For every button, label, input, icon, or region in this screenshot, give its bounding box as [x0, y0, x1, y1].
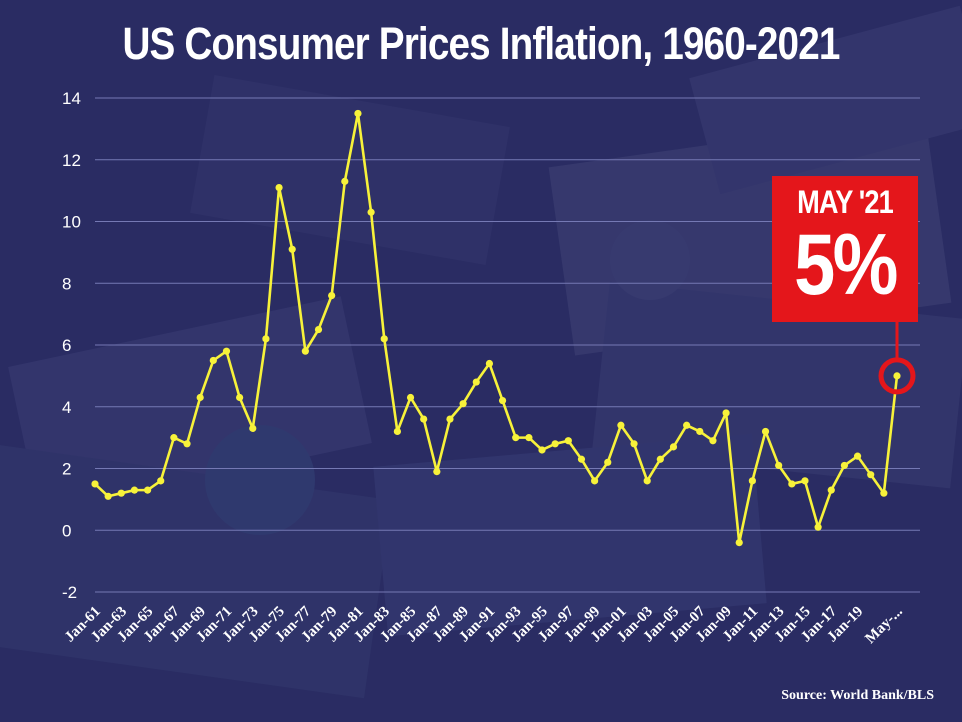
- data-point: [538, 446, 546, 454]
- data-point: [525, 434, 533, 442]
- data-point: [696, 427, 704, 436]
- inflation-line: [94, 112, 899, 544]
- callout-ring: [878, 357, 916, 395]
- data-point: [472, 378, 480, 386]
- latest-value-callout: MAY '21 5%: [772, 176, 918, 322]
- data-point: [130, 486, 139, 494]
- data-point: [669, 443, 678, 451]
- data-point: [683, 421, 691, 429]
- data-point: [564, 437, 572, 445]
- data-point: [735, 539, 743, 547]
- data-point: [801, 477, 809, 485]
- data-point: [275, 183, 283, 192]
- y-tick-label: 8: [62, 274, 71, 293]
- source-note: Source: World Bank/BLS: [781, 688, 934, 703]
- data-point: [104, 492, 112, 500]
- data-point: [380, 335, 388, 343]
- gridlines: [95, 97, 920, 593]
- data-point: [288, 245, 296, 253]
- data-point: [761, 427, 770, 436]
- data-point: [788, 480, 796, 488]
- data-point: [170, 434, 178, 442]
- y-tick-label: 0: [62, 521, 71, 540]
- y-tick-label: 6: [62, 336, 71, 355]
- data-point: [840, 461, 849, 470]
- data-point: [459, 400, 467, 408]
- data-point: [406, 393, 415, 402]
- data-point: [301, 347, 309, 355]
- data-point: [236, 393, 244, 402]
- data-point: [446, 415, 454, 423]
- data-point: [354, 109, 362, 118]
- data-point: [262, 335, 270, 343]
- data-point: [91, 480, 99, 488]
- series-line: [94, 112, 899, 544]
- data-point: [222, 347, 231, 355]
- data-point: [433, 467, 441, 476]
- data-point: [420, 415, 428, 423]
- data-point: [512, 434, 520, 442]
- y-tick-label: 4: [62, 398, 71, 417]
- data-point: [722, 409, 730, 417]
- data-point: [893, 372, 901, 380]
- data-point: [630, 440, 638, 448]
- callout-value: 5%: [794, 217, 898, 313]
- data-point: [827, 486, 835, 494]
- data-point: [393, 427, 401, 436]
- data-point: [328, 292, 336, 300]
- data-point: [551, 440, 559, 448]
- y-tick-label: 14: [62, 89, 81, 108]
- data-point: [367, 208, 375, 216]
- data-point: [748, 477, 756, 485]
- y-axis-ticks: 14 12 10 8 6 4 2 0 -2: [62, 89, 81, 602]
- data-point: [709, 437, 717, 445]
- data-point: [867, 471, 875, 479]
- x-tick-label: May-...: [862, 603, 906, 647]
- data-point: [643, 477, 651, 485]
- data-point: [485, 359, 494, 368]
- data-point: [591, 477, 599, 485]
- y-tick-label: 10: [62, 213, 81, 232]
- y-tick-label: -2: [62, 583, 77, 602]
- data-point: [577, 455, 586, 463]
- series-points: [91, 109, 901, 547]
- callout-label: MAY '21: [797, 184, 894, 220]
- data-point: [617, 421, 625, 429]
- data-point: [143, 486, 152, 494]
- data-point: [814, 523, 822, 531]
- x-axis-ticks: Jan-61Jan-63Jan-65Jan-67Jan-69Jan-71Jan-…: [62, 603, 906, 647]
- data-point: [775, 461, 783, 470]
- data-point: [196, 393, 204, 402]
- data-point: [656, 455, 664, 463]
- data-point: [498, 396, 507, 405]
- data-point: [209, 356, 217, 365]
- data-point: [853, 452, 862, 460]
- data-point: [117, 489, 125, 497]
- data-point: [604, 458, 612, 466]
- y-tick-label: 12: [62, 151, 81, 170]
- y-tick-label: 2: [62, 460, 71, 479]
- chart-title: US Consumer Prices Inflation, 1960-2021: [122, 18, 840, 69]
- data-point: [157, 477, 165, 485]
- data-point: [341, 177, 349, 185]
- data-point: [183, 440, 191, 448]
- data-point: [314, 325, 323, 334]
- data-point: [249, 424, 257, 432]
- data-point: [880, 489, 888, 497]
